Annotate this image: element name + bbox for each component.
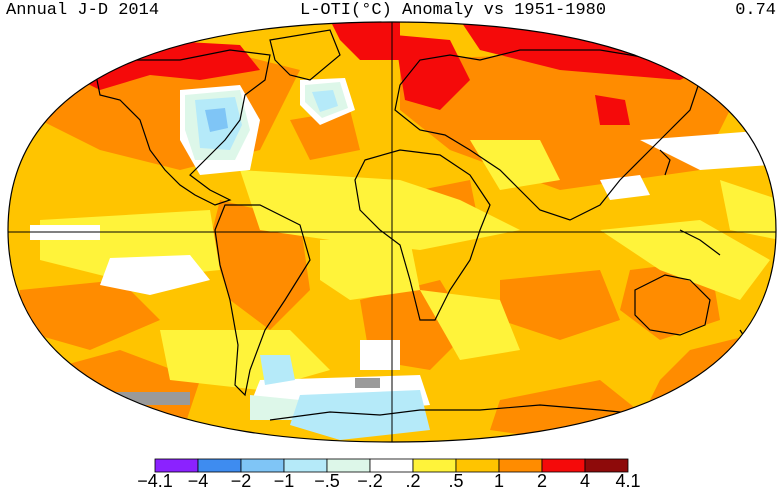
- legend-swatch: [326, 458, 371, 473]
- legend-tick-label: −.5: [314, 471, 340, 489]
- legend-tick-label: 4: [580, 471, 590, 489]
- map-title: Annual J-D 2014: [6, 1, 160, 20]
- legend-tick-label: −2: [231, 471, 252, 489]
- temperature-anomaly-map: [7, 21, 777, 443]
- legend-tick-label: 4.1: [615, 471, 640, 489]
- legend-tick-label: .2: [405, 471, 420, 489]
- legend-swatch: [283, 458, 328, 473]
- legend-swatch: [412, 458, 457, 473]
- legend-tick-label: 1: [494, 471, 504, 489]
- legend-swatch: [197, 458, 242, 473]
- legend-swatch: [240, 458, 285, 473]
- legend-tick-label: 2: [537, 471, 547, 489]
- legend-swatch: [584, 458, 629, 473]
- legend-tick-label: .5: [448, 471, 463, 489]
- legend-tick-label: −.2: [357, 471, 383, 489]
- legend-swatch: [154, 458, 199, 473]
- legend-swatch: [541, 458, 586, 473]
- legend-tick-label: −4.1: [137, 471, 173, 489]
- legend-tick-label: −1: [274, 471, 295, 489]
- legend-swatch: [369, 458, 414, 473]
- legend-swatch: [498, 458, 543, 473]
- global-mean-value: 0.74: [735, 1, 776, 20]
- map-subtitle: L-OTI(°C) Anomaly vs 1951-1980: [300, 1, 607, 20]
- legend-swatch: [455, 458, 500, 473]
- legend-tick-label: −4: [188, 471, 209, 489]
